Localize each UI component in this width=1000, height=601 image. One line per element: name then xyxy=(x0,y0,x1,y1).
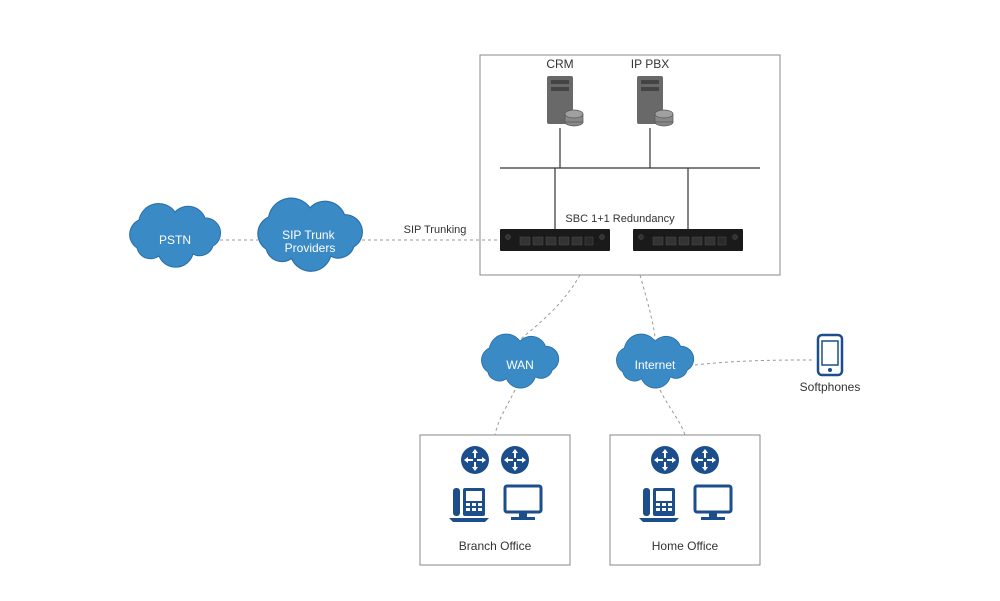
svg-text:Home Office: Home Office xyxy=(652,539,719,553)
edge-internet-softphones xyxy=(695,360,815,365)
server-ippbx: IP PBX xyxy=(631,57,673,126)
svg-text:Internet: Internet xyxy=(635,358,676,372)
label-sbc-redundancy: SBC 1+1 Redundancy xyxy=(565,213,675,225)
branch-office: Branch Office xyxy=(449,446,541,553)
server-crm: CRM xyxy=(546,57,583,126)
sbc-1 xyxy=(500,229,610,251)
edge-internet-home xyxy=(660,390,685,435)
svg-text:Branch Office: Branch Office xyxy=(459,539,532,553)
edge-dc-wan xyxy=(520,275,580,340)
svg-text:PSTN: PSTN xyxy=(159,233,191,247)
cloud-sip-trunk: SIP Trunk Providers xyxy=(258,198,363,271)
cloud-wan: WAN xyxy=(481,334,558,388)
svg-text:CRM: CRM xyxy=(546,57,573,71)
edge-wan-branch xyxy=(495,390,515,435)
svg-text:SIP Trunk Providers: SIP Trunk Providers xyxy=(282,228,338,255)
sbc-2 xyxy=(633,229,743,251)
home-office: Home Office xyxy=(639,446,731,553)
label-sip-trunking: SIP Trunking xyxy=(404,224,467,236)
svg-text:Softphones: Softphones xyxy=(800,380,861,394)
svg-text:IP PBX: IP PBX xyxy=(631,57,669,71)
cloud-internet: Internet xyxy=(616,334,693,388)
svg-text:WAN: WAN xyxy=(506,358,534,372)
softphones: Softphones xyxy=(800,335,861,394)
edge-dc-internet xyxy=(640,275,655,340)
cloud-pstn: PSTN xyxy=(130,204,221,268)
